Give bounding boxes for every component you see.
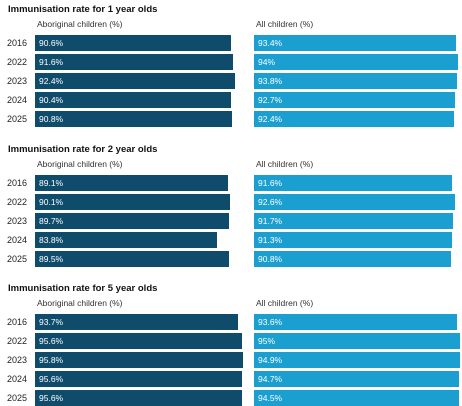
data-label: 91.7%: [258, 216, 283, 226]
bar: 95.8%: [35, 352, 243, 368]
series-label: Aboriginal children (%): [37, 298, 123, 308]
category-label: 2016: [7, 38, 28, 48]
bar: 93.7%: [35, 314, 238, 330]
category-label: 2024: [7, 95, 28, 105]
data-label: 92.7%: [258, 95, 283, 105]
data-label: 94.5%: [258, 393, 283, 403]
series-label: Aboriginal children (%): [37, 19, 123, 29]
bar: 95.6%: [35, 333, 242, 349]
data-label: 95.6%: [39, 374, 64, 384]
data-label: 94.9%: [258, 355, 283, 365]
chart-title: Immunisation rate for 2 year olds: [8, 144, 158, 155]
series-label: All children (%): [256, 19, 314, 29]
data-label: 92.4%: [258, 114, 283, 124]
data-label: 90.8%: [258, 254, 283, 264]
bar: 91.3%: [254, 232, 452, 248]
data-label: 91.3%: [258, 235, 283, 245]
data-label: 83.8%: [39, 235, 64, 245]
data-label: 95.6%: [39, 336, 64, 346]
category-label: 2022: [7, 336, 28, 346]
bar: 89.5%: [35, 251, 229, 267]
category-label: 2016: [7, 317, 28, 327]
series-label: All children (%): [256, 298, 314, 308]
category-label: 2025: [7, 254, 28, 264]
bar: 93.8%: [254, 73, 457, 89]
data-label: 92.6%: [258, 197, 283, 207]
category-label: 2023: [7, 216, 28, 226]
bar: 95.6%: [35, 390, 242, 406]
bar: 90.8%: [254, 251, 451, 267]
data-label: 95.6%: [39, 393, 64, 403]
data-label: 90.6%: [39, 38, 64, 48]
bar: 83.8%: [35, 232, 217, 248]
category-label: 2024: [7, 235, 28, 245]
bar: 91.7%: [254, 213, 453, 229]
series-label: Aboriginal children (%): [37, 159, 123, 169]
bar: 94.5%: [254, 390, 459, 406]
bar: 92.6%: [254, 194, 455, 210]
bar: 95%: [254, 333, 460, 349]
data-label: 93.6%: [258, 317, 283, 327]
bar: 90.4%: [35, 92, 231, 108]
chart-title: Immunisation rate for 5 year olds: [8, 283, 158, 294]
bar: 91.6%: [254, 175, 452, 191]
bar: 94%: [254, 54, 458, 70]
bar: 94.7%: [254, 371, 459, 387]
data-label: 89.1%: [39, 178, 64, 188]
bar: 92.4%: [35, 73, 235, 89]
category-label: 2024: [7, 374, 28, 384]
bar: 94.9%: [254, 352, 460, 368]
category-label: 2022: [7, 57, 28, 67]
chart-title: Immunisation rate for 1 year olds: [8, 4, 158, 15]
data-label: 91.6%: [39, 57, 64, 67]
data-label: 93.7%: [39, 317, 64, 327]
bar: 90.1%: [35, 194, 230, 210]
bar: 89.7%: [35, 213, 229, 229]
data-label: 89.7%: [39, 216, 64, 226]
data-label: 89.5%: [39, 254, 64, 264]
category-label: 2023: [7, 76, 28, 86]
bar: 91.6%: [35, 54, 233, 70]
series-label: All children (%): [256, 159, 314, 169]
category-label: 2023: [7, 355, 28, 365]
data-label: 90.8%: [39, 114, 64, 124]
bar: 90.8%: [35, 111, 232, 127]
data-label: 90.4%: [39, 95, 64, 105]
bar: 92.7%: [254, 92, 455, 108]
data-label: 92.4%: [39, 76, 64, 86]
bar: 93.4%: [254, 35, 456, 51]
data-label: 93.8%: [258, 76, 283, 86]
data-label: 95.8%: [39, 355, 64, 365]
data-label: 91.6%: [258, 178, 283, 188]
category-label: 2016: [7, 178, 28, 188]
bar: 95.6%: [35, 371, 242, 387]
bar: 92.4%: [254, 111, 454, 127]
category-label: 2025: [7, 114, 28, 124]
data-label: 93.4%: [258, 38, 283, 48]
category-label: 2025: [7, 393, 28, 403]
category-label: 2022: [7, 197, 28, 207]
data-label: 90.1%: [39, 197, 64, 207]
bar: 93.6%: [254, 314, 457, 330]
data-label: 94%: [258, 57, 276, 67]
bar: 89.1%: [35, 175, 228, 191]
data-label: 95%: [258, 336, 276, 346]
data-label: 94.7%: [258, 374, 283, 384]
bar: 90.6%: [35, 35, 231, 51]
